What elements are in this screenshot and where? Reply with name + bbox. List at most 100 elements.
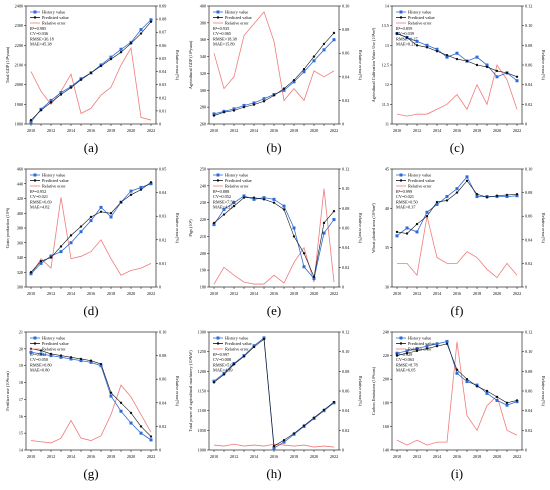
predicted-point: [119, 51, 123, 54]
y-tick-label: 40: [385, 206, 389, 211]
history-point: [79, 359, 83, 363]
y-tick-label: 14: [385, 4, 390, 9]
relative-error-line: [397, 216, 518, 279]
history-point: [282, 204, 286, 208]
x-tick-label: 2014: [250, 454, 259, 459]
x-tick-label: 2010: [27, 291, 35, 296]
x-tick-label: 2020: [493, 291, 501, 296]
predicted-point: [415, 222, 419, 226]
x-tick-label: 2020: [310, 128, 318, 133]
relative-error-line: [30, 197, 152, 276]
predicted-point: [455, 191, 459, 194]
y2-tick-label: 0.06: [342, 51, 349, 56]
legend-error-label: Relative error: [42, 184, 66, 189]
relative-error-line: [213, 11, 335, 102]
legend-history-marker: [216, 10, 220, 14]
predicted-point: [129, 193, 133, 197]
x-tick-label: 2018: [290, 128, 298, 133]
predicted-point: [475, 385, 479, 388]
y-tick-label: 2200: [15, 43, 23, 48]
y2-tick-label: 0: [342, 285, 344, 290]
predicted-point: [272, 444, 276, 448]
predicted-point: [435, 200, 439, 204]
panel-caption: (d): [83, 303, 99, 318]
x-tick-label: 2022: [147, 128, 155, 133]
x-tick-label: 2022: [330, 291, 338, 296]
y-tick-label: 190: [200, 268, 206, 273]
predicted-point: [139, 188, 143, 191]
predicted-point: [465, 59, 469, 63]
stat-annotation: RMSE=7.58: [213, 199, 235, 204]
chart-svg: 300 320 340 360 380 400 420 440 460 0 0.01 0.02 0.03…: [5, 167, 180, 297]
chart-svg: 140 160 180 200 220 240 0 0.02 0.04 0.06 0.08 0.10 0…: [371, 330, 546, 460]
legend-history-marker: [399, 336, 403, 340]
y-tick-label: 1100: [198, 408, 206, 413]
predicted-point: [322, 408, 326, 412]
predicted-point: [332, 31, 336, 35]
predicted-point: [242, 355, 246, 358]
y2-tick-label: 0.10: [342, 349, 349, 354]
legend-history-label: History value: [42, 173, 65, 178]
x-tick-label: 2020: [127, 454, 135, 459]
history-point: [149, 18, 153, 22]
predicted-point: [99, 64, 103, 68]
history-point: [332, 218, 336, 222]
predicted-point: [465, 378, 469, 381]
x-tick-label: 2010: [210, 291, 218, 296]
predicted-point: [109, 212, 113, 215]
history-point: [485, 63, 489, 67]
predicted-point: [232, 109, 236, 112]
predicted-point: [425, 46, 429, 49]
predicted-point: [435, 344, 439, 348]
y2-tick-label: 0.01: [159, 108, 166, 113]
y2-tick-label: 0.10: [159, 330, 166, 335]
legend-history-marker: [33, 336, 37, 340]
legend-error-label: Relative error: [225, 347, 249, 352]
legend-error-label: Relative error: [42, 347, 66, 352]
legend-error-label: Relative error: [408, 21, 432, 26]
history-point: [415, 39, 419, 43]
y-tick-label: 11: [385, 122, 389, 127]
history-point: [292, 226, 296, 230]
predicted-point: [272, 94, 276, 97]
predicted-point: [485, 389, 489, 393]
y-tick-label: 1300: [198, 330, 206, 335]
x-tick-label: 2012: [230, 454, 238, 459]
y2-tick-label: 0: [342, 122, 344, 127]
history-point: [495, 75, 499, 79]
history-point: [445, 55, 449, 59]
history-point: [59, 250, 63, 254]
y-tick-label: 380: [200, 20, 206, 25]
predicted-point: [129, 42, 133, 45]
predicted-point: [405, 352, 409, 355]
y-tick-label: 1150: [198, 389, 206, 394]
predicted-point: [505, 193, 509, 197]
predicted-point: [222, 213, 226, 216]
x-tick-label: 2020: [310, 454, 318, 459]
history-point: [425, 344, 429, 348]
predicted-point: [322, 221, 326, 225]
history-point: [49, 98, 53, 102]
y-tick-label: 220: [200, 217, 206, 222]
x-tick-label: 2010: [210, 454, 218, 459]
history-point: [302, 70, 306, 74]
y-tick-label: 360: [200, 37, 206, 42]
history-point: [129, 189, 133, 193]
history-point: [232, 201, 236, 205]
x-tick-label: 2012: [230, 291, 238, 296]
history-point: [272, 446, 276, 450]
predicted-point: [222, 373, 226, 376]
legend-history-marker: [33, 173, 37, 177]
history-point: [505, 403, 509, 407]
history-line: [213, 39, 335, 115]
y2-axis-label: Relative error(%): [175, 213, 180, 244]
stat-annotation: MAE=15.89: [213, 42, 235, 47]
legend-predicted-label: Predicted value: [408, 15, 435, 20]
predicted-point: [212, 381, 216, 384]
chart-panel: 11 11.5 12 12.5 13 13.5 14 0 0.02 0.04 0.06 0.08 0.1…: [366, 0, 546, 160]
legend-error-label: Relative error: [408, 347, 432, 352]
legend-predicted-marker: [216, 342, 220, 345]
predicted-point: [262, 100, 266, 103]
y2-tick-label: 0.04: [159, 190, 167, 195]
